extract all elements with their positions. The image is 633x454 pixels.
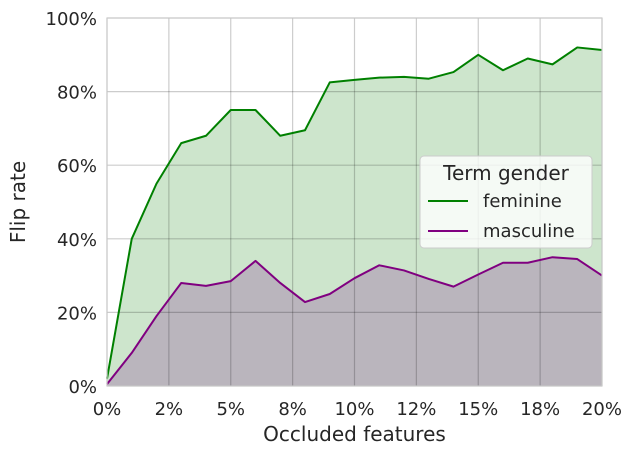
area-masculine (107, 257, 602, 386)
y-tick-label: 40% (57, 230, 97, 251)
legend: Term gender feminine masculine (419, 155, 593, 249)
x-axis-ticks: 0% 2% 5% 8% 10% 12% 15% 18% 20% (93, 399, 622, 420)
y-axis-ticks: 0% 20% 40% 60% 80% 100% (46, 9, 97, 398)
y-tick-label: 80% (57, 83, 97, 104)
y-tick-label: 20% (57, 303, 97, 324)
line-masculine (106, 256, 603, 385)
x-tick-label: 20% (582, 399, 622, 420)
legend-label-feminine: feminine (483, 191, 562, 212)
y-tick-label: 0% (68, 377, 97, 398)
y-tick-label: 60% (57, 156, 97, 177)
x-tick-label: 5% (216, 399, 245, 420)
x-tick-label: 0% (93, 399, 122, 420)
area-fills (107, 47, 602, 386)
legend-box (419, 155, 593, 249)
axes-frame (106, 17, 603, 387)
x-tick-label: 15% (458, 399, 498, 420)
x-tick-label: 2% (155, 399, 184, 420)
plot-frame (106, 17, 603, 387)
legend-label-masculine: masculine (483, 221, 575, 242)
y-tick-label: 100% (46, 9, 97, 30)
x-tick-label: 18% (520, 399, 560, 420)
x-tick-label: 12% (396, 399, 436, 420)
line-feminine (106, 46, 603, 379)
x-tick-label: 10% (334, 399, 374, 420)
y-axis-label: Flip rate (6, 161, 30, 243)
legend-title: Term gender (442, 161, 570, 185)
x-tick-label: 8% (278, 399, 307, 420)
x-axis-label: Occluded features (263, 422, 446, 446)
series-lines (106, 46, 603, 385)
